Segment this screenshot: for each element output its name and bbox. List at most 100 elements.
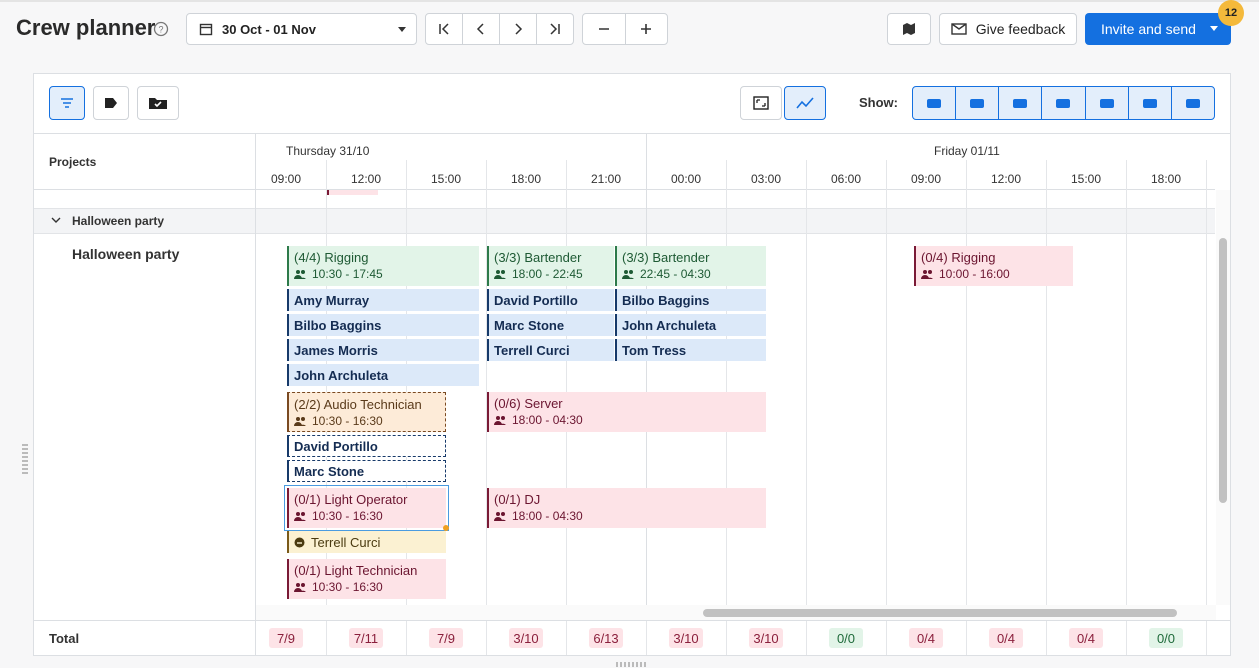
hour-label: 12:00 <box>350 172 382 186</box>
shift-time: 10:30 - 16:30 <box>294 414 383 428</box>
hour-label: 09:00 <box>910 172 942 186</box>
assignee-name: Tom Tress <box>622 342 687 358</box>
assignee[interactable]: Marc Stone <box>487 314 614 336</box>
shift-block[interactable]: (3/3) Bartender 22:45 - 04:30 <box>615 246 766 286</box>
shift-block[interactable]: (0/1) Light Operator 10:30 - 16:30 <box>284 485 449 531</box>
total-line <box>486 621 487 655</box>
tag-button[interactable] <box>93 86 129 120</box>
assignee-name: Bilbo Baggins <box>294 317 382 333</box>
zoom-out[interactable] <box>583 14 626 44</box>
hour-label: 15:00 <box>430 172 462 186</box>
show-toggle[interactable] <box>999 87 1043 119</box>
header-divider <box>34 189 1215 190</box>
show-toggle[interactable] <box>1172 87 1214 119</box>
total-line <box>726 621 727 655</box>
help-icon[interactable]: ? <box>153 21 169 37</box>
hour-line <box>1126 160 1127 605</box>
assignee-name: Bilbo Baggins <box>622 292 710 308</box>
shift-time: 18:00 - 04:30 <box>494 413 583 427</box>
shift-block[interactable]: (0/1) DJ 18:00 - 04:30 <box>487 488 766 528</box>
assignee-name: James Morris <box>294 342 378 358</box>
assignee[interactable]: Bilbo Baggins <box>287 314 479 336</box>
invite-button[interactable]: Invite and send <box>1085 13 1231 45</box>
shift-block[interactable]: (4/4) Rigging 10:30 - 17:45 <box>287 246 479 286</box>
total-line <box>886 621 887 655</box>
date-picker[interactable]: 30 Oct - 01 Nov <box>186 13 417 45</box>
collapse-icon[interactable] <box>51 215 61 225</box>
assignee[interactable]: Terrell Curci <box>287 531 446 553</box>
zoom-in[interactable] <box>626 14 668 44</box>
shift-time-text: 22:45 - 04:30 <box>640 267 711 281</box>
assignee[interactable]: David Portillo <box>287 435 446 457</box>
show-toggle[interactable] <box>913 87 957 119</box>
shift-time-text: 18:00 - 04:30 <box>512 509 583 523</box>
day-label: Friday 01/11 <box>934 144 1000 158</box>
resize-handle[interactable] <box>22 444 28 474</box>
hour-line <box>486 160 487 605</box>
hour-label: 03:00 <box>750 172 782 186</box>
show-toggle[interactable] <box>1042 87 1086 119</box>
total-cell: 3/10 <box>509 628 543 648</box>
trend-button[interactable] <box>784 86 826 120</box>
shift-title: (3/3) Bartender <box>622 250 710 265</box>
total-label: Total <box>49 631 80 646</box>
shift-time-text: 10:00 - 16:00 <box>939 267 1010 281</box>
shift-time-text: 18:00 - 22:45 <box>512 267 583 281</box>
shift-time-text: 10:30 - 17:45 <box>312 267 383 281</box>
assignee[interactable]: Terrell Curci <box>487 339 614 361</box>
show-toggle[interactable] <box>956 87 1000 119</box>
hour-label: 21:00 <box>590 172 622 186</box>
first-button[interactable] <box>426 14 463 44</box>
total-line <box>966 621 967 655</box>
h-scrollbar[interactable] <box>703 609 1177 617</box>
show-toggle[interactable] <box>1129 87 1172 119</box>
assignee[interactable]: John Archuleta <box>287 364 479 386</box>
assignee[interactable]: David Portillo <box>487 289 614 311</box>
projects-header: Projects <box>49 155 97 169</box>
expand-button[interactable] <box>740 86 782 120</box>
next-button[interactable] <box>500 14 537 44</box>
hour-line <box>1206 160 1207 605</box>
caret <box>398 27 406 32</box>
shift-block[interactable]: (0/4) Rigging 10:00 - 16:00 <box>914 246 1073 286</box>
total-cell: 0/4 <box>909 628 943 648</box>
last-button[interactable] <box>537 14 573 44</box>
shift-block[interactable]: (0/1) Light Technician 10:30 - 16:30 <box>287 559 446 599</box>
shift-time-text: 18:00 - 04:30 <box>512 413 583 427</box>
hour-line <box>806 160 807 605</box>
toolbar-divider <box>33 133 1231 134</box>
assignee[interactable]: Amy Murray <box>287 289 479 311</box>
shift-title: (0/1) Light Technician <box>294 563 418 578</box>
prev-button[interactable] <box>463 14 500 44</box>
assignee[interactable]: James Morris <box>287 339 479 361</box>
assignee-name: David Portillo <box>494 292 578 308</box>
filter-button[interactable] <box>49 86 85 120</box>
resize-dot <box>443 525 449 531</box>
total-line <box>566 621 567 655</box>
feedback-button[interactable]: Give feedback <box>939 13 1077 45</box>
group-label: Halloween party <box>72 214 165 228</box>
assignee[interactable]: John Archuleta <box>615 314 766 336</box>
assignee-name: Marc Stone <box>294 463 365 479</box>
page-title: Crew planner <box>16 15 156 40</box>
map-button[interactable] <box>887 13 931 45</box>
shift-time: 10:00 - 16:00 <box>921 267 1010 281</box>
folder-button[interactable] <box>137 86 179 120</box>
hour-label: 09:00 <box>270 172 302 186</box>
shift-block[interactable]: (2/2) Audio Technician 10:30 - 16:30 <box>287 392 446 432</box>
assignee[interactable]: Tom Tress <box>615 339 766 361</box>
assignee-name: Terrell Curci <box>494 342 570 358</box>
hour-label: 18:00 <box>1150 172 1182 186</box>
hour-label: 18:00 <box>510 172 542 186</box>
show-toggle[interactable] <box>1086 87 1129 119</box>
assignee[interactable]: Bilbo Baggins <box>615 289 766 311</box>
total-line <box>806 621 807 655</box>
shift-title: (0/6) Server <box>494 396 563 411</box>
resize-handle[interactable] <box>616 662 648 667</box>
assignee-name: Amy Murray <box>294 292 370 308</box>
v-scrollbar[interactable] <box>1219 238 1227 503</box>
shift-block[interactable]: (0/6) Server 18:00 - 04:30 <box>487 392 766 432</box>
shift-block[interactable]: (3/3) Bartender 18:00 - 22:45 <box>487 246 614 286</box>
assignee[interactable]: Marc Stone <box>287 460 446 482</box>
